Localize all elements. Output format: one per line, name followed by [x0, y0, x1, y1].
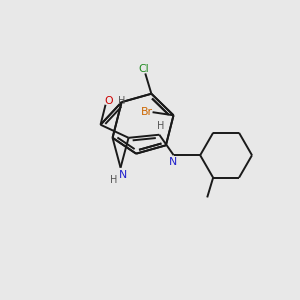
Text: Br: Br [141, 107, 153, 117]
Text: O: O [105, 96, 113, 106]
Text: H: H [157, 122, 164, 131]
Text: Cl: Cl [139, 64, 149, 74]
Text: N: N [119, 170, 127, 180]
Text: H: H [118, 96, 125, 106]
Text: N: N [169, 157, 177, 167]
Text: H: H [110, 175, 118, 185]
